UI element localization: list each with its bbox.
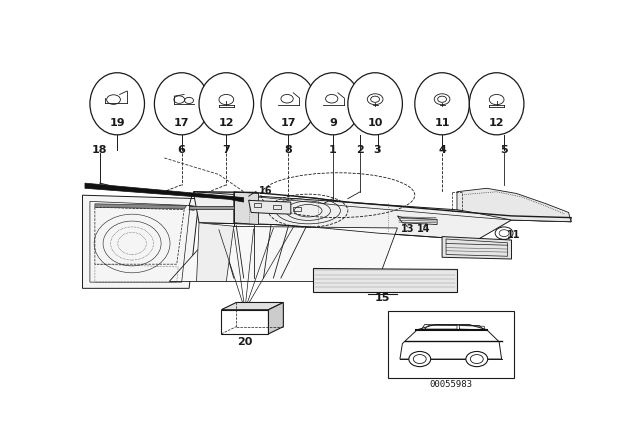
Text: 4: 4: [438, 145, 446, 155]
Polygon shape: [95, 204, 187, 209]
Text: 8: 8: [284, 145, 292, 155]
Polygon shape: [83, 195, 199, 289]
Text: 00055983: 00055983: [429, 380, 472, 389]
Text: 6: 6: [178, 145, 186, 155]
Text: 20: 20: [237, 337, 253, 348]
Polygon shape: [196, 223, 234, 281]
Text: 16: 16: [259, 186, 273, 196]
Text: 11: 11: [508, 230, 521, 240]
Circle shape: [466, 352, 488, 366]
Text: 13: 13: [401, 224, 414, 234]
Text: 2: 2: [356, 145, 364, 155]
Text: 19: 19: [109, 118, 125, 128]
Text: 12: 12: [219, 118, 234, 128]
Ellipse shape: [469, 73, 524, 135]
Text: 17: 17: [280, 118, 296, 128]
Polygon shape: [313, 267, 457, 292]
Text: 14: 14: [417, 224, 431, 234]
Polygon shape: [269, 302, 284, 334]
Ellipse shape: [90, 73, 145, 135]
Text: 10: 10: [367, 118, 383, 128]
Polygon shape: [442, 237, 511, 259]
Text: 11: 11: [435, 118, 450, 128]
Polygon shape: [169, 226, 397, 281]
Ellipse shape: [154, 73, 209, 135]
Ellipse shape: [348, 73, 403, 135]
Polygon shape: [234, 192, 259, 224]
Text: 12: 12: [489, 118, 504, 128]
Polygon shape: [85, 183, 244, 202]
Text: 15: 15: [375, 293, 390, 303]
Text: 3: 3: [374, 145, 381, 155]
Ellipse shape: [261, 73, 316, 135]
Text: 1: 1: [329, 145, 337, 155]
Text: 18: 18: [92, 145, 108, 155]
Polygon shape: [221, 310, 269, 334]
Ellipse shape: [415, 73, 469, 135]
Polygon shape: [249, 200, 291, 214]
Polygon shape: [221, 302, 284, 310]
Polygon shape: [194, 192, 571, 240]
Polygon shape: [457, 188, 571, 222]
Text: 17: 17: [174, 118, 189, 128]
Ellipse shape: [306, 73, 360, 135]
Polygon shape: [189, 206, 234, 209]
Text: 7: 7: [223, 145, 230, 155]
Ellipse shape: [199, 73, 253, 135]
Circle shape: [409, 352, 431, 366]
Text: 5: 5: [500, 145, 508, 155]
Polygon shape: [388, 311, 514, 378]
Text: 9: 9: [329, 118, 337, 128]
